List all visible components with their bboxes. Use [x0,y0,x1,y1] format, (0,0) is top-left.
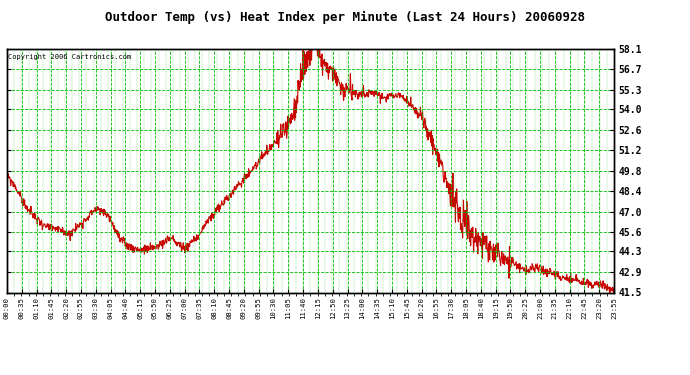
Text: Copyright 2006 Cartronics.com: Copyright 2006 Cartronics.com [8,54,131,60]
Text: Outdoor Temp (vs) Heat Index per Minute (Last 24 Hours) 20060928: Outdoor Temp (vs) Heat Index per Minute … [105,11,585,24]
